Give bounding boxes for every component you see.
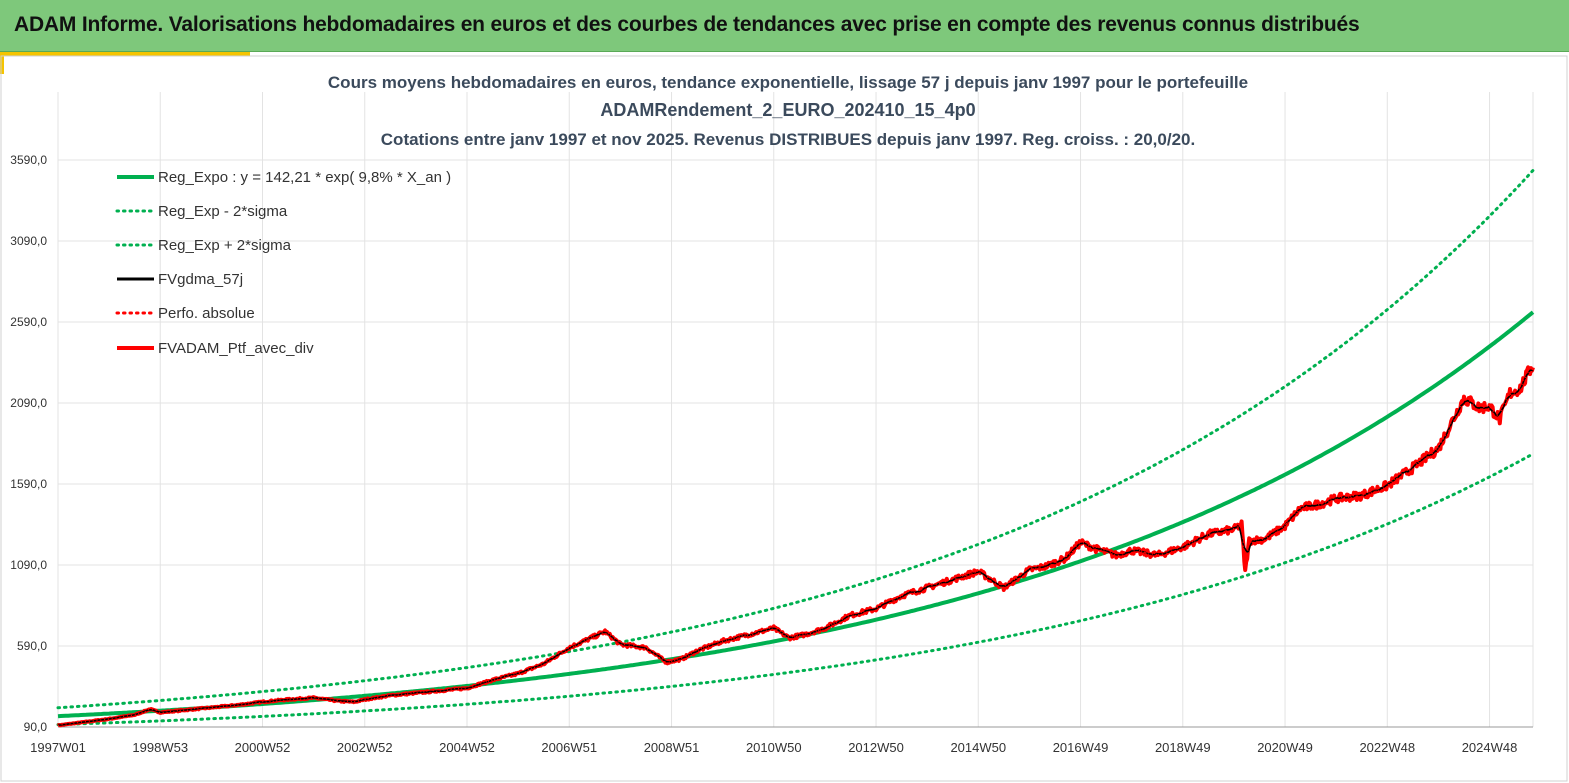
- chart-title-line-1: Cours moyens hebdomadaires en euros, ten…: [328, 73, 1248, 92]
- x-tick-label: 2022W48: [1359, 740, 1415, 755]
- chart-title: Cours moyens hebdomadaires en euros, ten…: [328, 73, 1248, 149]
- vertical-gridlines: [57, 92, 1534, 727]
- x-tick-label: 2012W50: [848, 740, 904, 755]
- x-tick-label: 2024W48: [1462, 740, 1518, 755]
- y-tick-label: 90,0: [24, 720, 48, 734]
- series-layer: [56, 168, 1535, 728]
- y-tick-label: 590,0: [17, 639, 47, 653]
- legend-label: FVADAM_Ptf_avec_div: [158, 340, 314, 357]
- x-tick-label: 2006W51: [541, 740, 597, 755]
- legend-label: FVgdma_57j: [158, 271, 243, 288]
- series-reg-expo: [57, 310, 1535, 719]
- y-tick-label: 2590,0: [10, 315, 47, 329]
- x-tick-label: 2016W49: [1053, 740, 1109, 755]
- x-tick-label: 2000W52: [235, 740, 291, 755]
- x-axis-ticks: 1997W01 1998W53 2000W52 2002W52 2004W52 2006W…: [30, 740, 1517, 755]
- accent-bar-top: [0, 52, 250, 56]
- x-tick-label: 2014W50: [950, 740, 1006, 755]
- series-reg-exp-plus-2sigma: [56, 168, 1535, 710]
- x-tick-label: 2010W50: [746, 740, 802, 755]
- series-reg-exp-minus-2sigma: [56, 452, 1535, 727]
- x-tick-label: 1998W53: [132, 740, 188, 755]
- x-tick-label: 2004W52: [439, 740, 495, 755]
- chart-title-line-3: Cotations entre janv 1997 et nov 2025. R…: [381, 130, 1195, 149]
- chart-border: [0, 55, 1568, 782]
- x-tick-label: 1997W01: [30, 740, 86, 755]
- legend-label: Reg_Expo : y = 142,21 * exp( 9,8% * X_an…: [158, 169, 451, 186]
- x-tick-label: 2002W52: [337, 740, 393, 755]
- chart-title-line-2: ADAMRendement_2_EURO_202410_15_4p0: [600, 100, 975, 120]
- y-axis-ticks: 90,0 590,0 1090,0 1590,0 2090,0 2590,0 3090,0 3…: [10, 153, 47, 734]
- legend-label: Perfo. absolue: [158, 305, 255, 322]
- legend: Reg_Expo : y = 142,21 * exp( 9,8% * X_an…: [115, 169, 451, 357]
- page-header: ADAM Informe. Valorisations hebdomadaire…: [0, 0, 1569, 52]
- x-tick-label: 2020W49: [1257, 740, 1313, 755]
- y-tick-label: 3090,0: [10, 234, 47, 248]
- x-tick-label: 2018W49: [1155, 740, 1211, 755]
- y-tick-label: 1590,0: [10, 477, 47, 491]
- page-title: ADAM Informe. Valorisations hebdomadaire…: [14, 13, 1360, 36]
- y-tick-label: 2090,0: [10, 396, 47, 410]
- legend-label: Reg_Exp + 2*sigma: [158, 237, 292, 254]
- x-tick-label: 2008W51: [644, 740, 700, 755]
- y-tick-label: 3590,0: [10, 153, 47, 167]
- y-tick-label: 1090,0: [10, 558, 47, 572]
- accent-bar-left: [0, 52, 4, 74]
- series-perfo-absolue: [57, 365, 1534, 727]
- legend-label: Reg_Exp - 2*sigma: [158, 203, 288, 220]
